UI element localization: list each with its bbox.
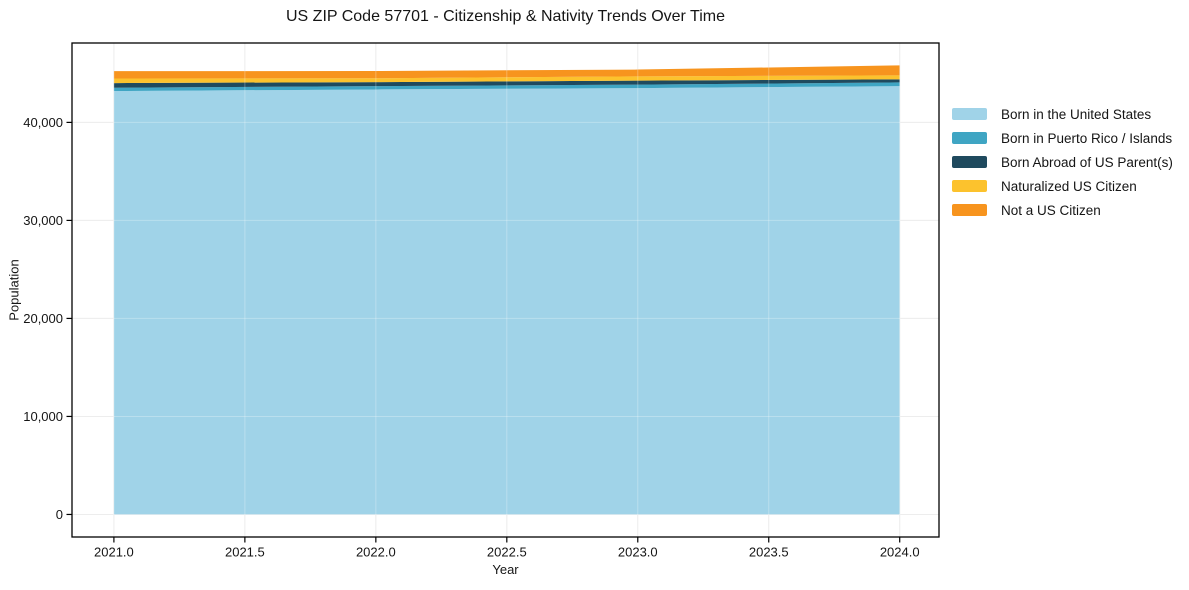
legend-swatch-icon: [952, 204, 987, 216]
area-born-in-puerto-rico-islands: [113, 82, 900, 92]
y-tick-label: 40,000: [23, 115, 63, 130]
x-tick-label: 2022.5: [487, 545, 527, 560]
legend-label: Born Abroad of US Parent(s): [1001, 154, 1173, 170]
legend-item: Not a US Citizen: [952, 198, 1173, 222]
y-tick-label: 30,000: [23, 213, 63, 228]
legend-label: Born in Puerto Rico / Islands: [1001, 130, 1173, 146]
area-not-a-us-citizen: [113, 65, 900, 79]
y-axis-label: Population: [6, 259, 22, 321]
x-tick-label: 2021.0: [94, 545, 134, 560]
x-tick-label: 2021.5: [225, 545, 265, 560]
area-naturalized-us-citizen: [113, 75, 900, 84]
legend-item: Naturalized US Citizen: [952, 174, 1173, 198]
area-born-in-the-united-states: [113, 86, 900, 515]
x-tick-label: 2023.5: [749, 545, 789, 560]
x-axis-label: Year: [492, 562, 519, 577]
legend-item: Born in the United States: [952, 102, 1173, 126]
legend-label: Born in the United States: [1001, 106, 1152, 122]
legend-label: Not a US Citizen: [1001, 202, 1101, 218]
y-tick-label: 0: [56, 507, 63, 522]
legend: Born in the United States Born in Puerto …: [952, 102, 1173, 222]
legend-swatch-icon: [952, 180, 987, 192]
legend-item: Born Abroad of US Parent(s): [952, 150, 1173, 174]
chart-title: US ZIP Code 57701 - Citizenship & Nativi…: [286, 8, 725, 25]
legend-label: Naturalized US Citizen: [1001, 178, 1137, 194]
plot-border: [71, 42, 940, 538]
legend-swatch-icon: [952, 108, 987, 120]
legend-swatch-icon: [952, 156, 987, 168]
x-tick-label: 2023.0: [618, 545, 658, 560]
legend-item: Born in Puerto Rico / Islands: [952, 126, 1173, 150]
y-tick-label: 20,000: [23, 311, 63, 326]
x-tick-label: 2022.0: [356, 545, 396, 560]
area-born-abroad-of-us-parent-s: [113, 79, 900, 88]
y-tick-label: 10,000: [23, 409, 63, 424]
legend-swatch-icon: [952, 132, 987, 144]
x-tick-label: 2024.0: [880, 545, 920, 560]
